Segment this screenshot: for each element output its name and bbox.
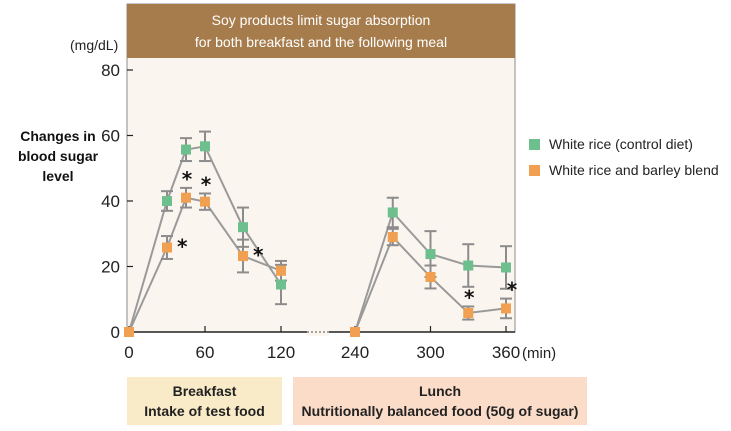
y-axis-unit: (mg/dL) <box>70 37 119 53</box>
legend-label-barley: White rice and barley blend <box>549 162 719 178</box>
breakfast-subtitle: Intake of test food <box>144 403 265 419</box>
data-point-barley <box>425 271 436 282</box>
data-point-control <box>463 260 474 271</box>
chart-title-line1: Soy products limit sugar absorption <box>211 12 431 28</box>
x-tick-label: 360 <box>492 343 520 362</box>
lunch-box: Lunch Nutritionally balanced food (50g o… <box>293 377 587 425</box>
legend-swatch-barley <box>529 164 540 176</box>
breakfast-box: Breakfast Intake of test food <box>127 377 282 425</box>
series-line-control <box>128 145 282 333</box>
chart-title-line2: for both breakfast and the following mea… <box>194 34 448 50</box>
data-point-control <box>200 141 210 152</box>
data-point-control <box>387 207 398 218</box>
data-point-barley <box>501 303 511 314</box>
y-tick-label: 0 <box>111 323 120 342</box>
data-point-barley <box>387 232 398 243</box>
breakfast-title: Breakfast <box>172 383 237 399</box>
x-axis-unit: (min) <box>522 345 556 362</box>
series-line-barley <box>128 196 282 333</box>
significance-marker: * <box>507 278 518 302</box>
x-tick-label: 60 <box>196 343 215 362</box>
axis-break-gap <box>307 328 329 336</box>
legend: White rice (control diet) White rice and… <box>529 133 719 185</box>
data-point-barley <box>162 242 172 253</box>
legend-label-control: White rice (control diet) <box>549 136 693 152</box>
lunch-subtitle: Nutritionally balanced food (50g of suga… <box>301 403 579 419</box>
plot-background <box>126 3 516 333</box>
data-point-barley <box>276 265 286 276</box>
y-tick-label: 80 <box>101 61 120 80</box>
y-axis-label-line3: level <box>42 168 74 184</box>
data-point-barley <box>181 192 191 203</box>
significance-marker: * <box>182 167 193 191</box>
y-axis-label-line1: Changes in <box>20 128 96 144</box>
data-point-control <box>501 262 511 273</box>
x-tick-label: 300 <box>416 343 444 362</box>
chart-title: Soy products limit sugar absorption for … <box>127 4 515 58</box>
data-point-barley <box>124 327 134 337</box>
lunch-title: Lunch <box>419 383 461 399</box>
data-point-barley <box>463 308 474 319</box>
x-tick-label: 240 <box>341 343 369 362</box>
significance-marker: * <box>253 243 264 267</box>
y-tick-label: 40 <box>101 192 120 211</box>
y-axis-label-line2: blood sugar <box>17 148 99 164</box>
y-axis-label: Changes in blood sugar level <box>2 126 114 186</box>
y-tick-label: 20 <box>101 258 120 277</box>
data-point-barley <box>238 251 248 262</box>
significance-marker: * <box>201 172 212 196</box>
x-tick-label: 120 <box>267 343 295 362</box>
data-point-control <box>425 249 436 260</box>
data-point-control <box>181 144 191 155</box>
data-point-barley <box>350 327 360 337</box>
y-tick-label: 60 <box>101 127 120 146</box>
legend-item-control: White rice (control diet) <box>529 133 719 155</box>
legend-item-barley: White rice and barley blend <box>529 159 719 181</box>
significance-marker: * <box>177 235 188 259</box>
x-tick-label: 0 <box>124 343 133 362</box>
legend-swatch-control <box>529 138 540 150</box>
significance-marker: * <box>464 285 475 309</box>
data-point-control <box>238 222 248 233</box>
data-point-control <box>276 279 286 290</box>
data-point-control <box>162 196 172 206</box>
data-point-barley <box>200 196 210 207</box>
